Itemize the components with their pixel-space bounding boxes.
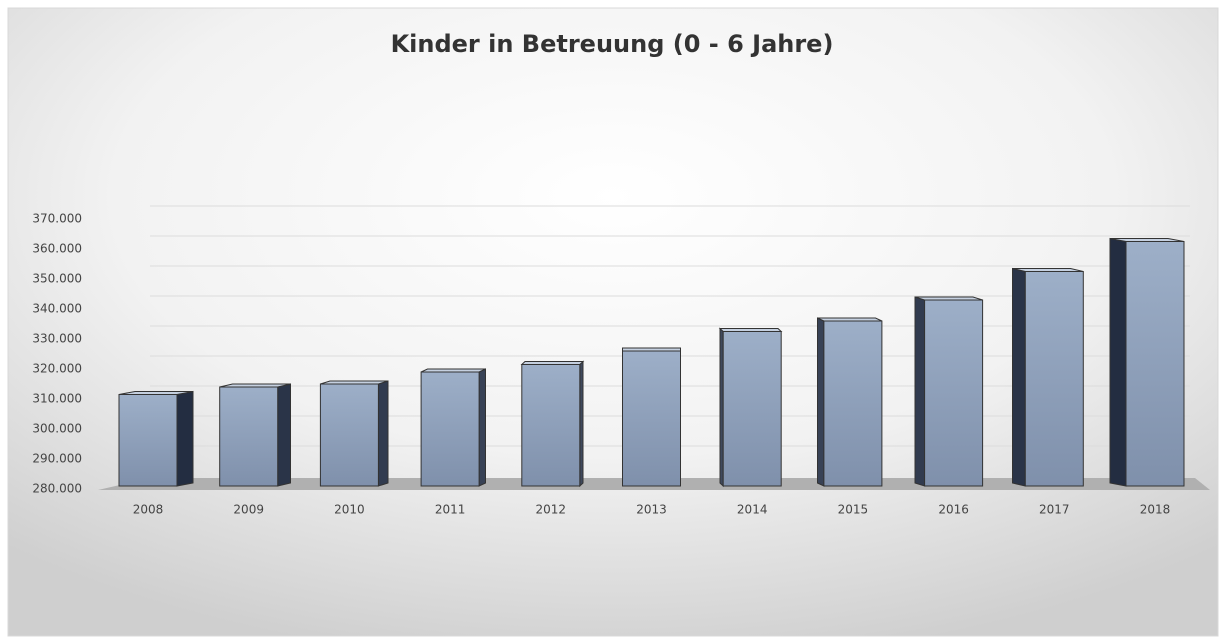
y-tick-label: 320.000 [32,362,82,376]
y-tick-label: 290.000 [32,452,82,466]
x-tick-label: 2017 [1039,503,1070,517]
x-tick-label: 2010 [334,503,365,517]
bar-side [277,383,291,487]
y-tick-label: 330.000 [32,332,82,346]
x-tick-label: 2016 [938,503,969,517]
bar [823,320,883,487]
y-tick-label: 340.000 [32,302,82,316]
bar-side [478,368,486,487]
y-tick-label: 350.000 [32,272,82,286]
bar [1024,271,1084,487]
bar [420,371,480,487]
bar-side [1012,267,1026,487]
x-tick-label: 2015 [838,503,869,517]
bar-side [817,317,825,487]
bar-side [176,390,194,487]
bar [924,299,984,487]
y-tick-label: 370.000 [32,212,82,226]
x-tick-label: 2009 [233,503,264,517]
x-tick-label: 2011 [435,503,466,517]
bar-side [377,380,389,487]
bar [319,383,379,487]
bar-side [914,296,926,487]
y-tick-label: 310.000 [32,392,82,406]
x-tick-label: 2014 [737,503,768,517]
x-tick-label: 2018 [1140,503,1171,517]
bar [622,350,681,487]
x-tick-label: 2012 [536,503,567,517]
bar [118,394,178,487]
x-tick-label: 2013 [636,503,667,517]
y-tick-label: 360.000 [32,242,82,256]
bar [722,331,782,487]
bar [521,364,581,487]
y-tick-label: 280.000 [32,482,82,496]
y-tick-label: 300.000 [32,422,82,436]
bar [1125,241,1185,487]
bar [219,386,279,487]
x-tick-label: 2008 [133,503,164,517]
chart-title: Kinder in Betreuung (0 - 6 Jahre) [391,30,834,58]
bar-side [1109,237,1127,487]
